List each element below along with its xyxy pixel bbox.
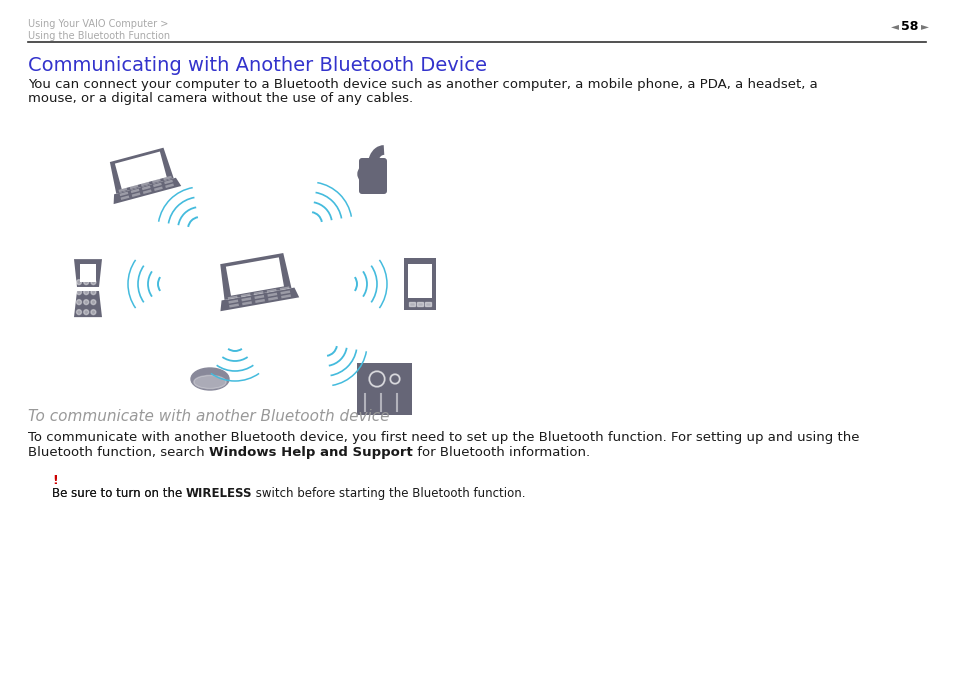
Text: !: ! [52,474,58,487]
Circle shape [84,300,89,305]
Polygon shape [142,185,151,190]
Polygon shape [143,189,152,194]
Circle shape [84,290,89,295]
Polygon shape [279,286,290,290]
Polygon shape [268,297,277,301]
Text: ◄: ◄ [890,21,898,31]
Polygon shape [242,301,252,305]
Polygon shape [110,148,173,193]
Polygon shape [408,264,432,298]
Polygon shape [165,183,173,188]
Text: 58: 58 [901,20,918,32]
Circle shape [371,373,382,385]
Ellipse shape [193,375,226,389]
FancyBboxPatch shape [358,158,387,194]
Circle shape [91,280,96,284]
Polygon shape [152,179,160,183]
Text: Communicating with Another Bluetooth Device: Communicating with Another Bluetooth Dev… [28,56,486,75]
Polygon shape [74,259,102,287]
Circle shape [84,309,89,315]
Text: To communicate with another Bluetooth device, you first need to set up the Bluet: To communicate with another Bluetooth de… [28,431,859,444]
Circle shape [392,376,397,382]
Polygon shape [254,299,265,303]
Polygon shape [228,299,238,304]
Polygon shape [130,185,138,189]
Bar [416,302,422,306]
Text: Bluetooth function, search: Bluetooth function, search [28,446,209,459]
Circle shape [91,309,96,315]
Polygon shape [119,191,128,196]
Polygon shape [153,187,163,191]
Circle shape [357,165,375,183]
Text: switch before starting the Bluetooth function.: switch before starting the Bluetooth fun… [253,487,525,500]
Text: Windows Help and Support: Windows Help and Support [209,446,413,459]
Polygon shape [164,179,172,184]
Circle shape [91,290,96,295]
Polygon shape [267,288,276,293]
Polygon shape [229,303,239,307]
Text: ►: ► [920,21,928,31]
Circle shape [390,374,399,384]
Circle shape [84,280,89,284]
Polygon shape [254,295,264,299]
Text: mouse, or a digital camera without the use of any cables.: mouse, or a digital camera without the u… [28,92,413,105]
Circle shape [76,300,81,305]
Polygon shape [141,182,150,186]
Bar [424,302,431,306]
Polygon shape [220,253,292,300]
Circle shape [76,280,81,284]
Polygon shape [120,195,130,200]
Polygon shape [163,176,172,181]
Circle shape [76,290,81,295]
Ellipse shape [191,368,229,390]
Polygon shape [281,295,291,299]
Polygon shape [253,291,263,295]
Polygon shape [131,189,139,193]
Polygon shape [403,258,436,310]
Polygon shape [113,178,181,204]
Polygon shape [132,192,140,197]
Text: Using Your VAIO Computer >: Using Your VAIO Computer > [28,19,168,29]
Polygon shape [241,297,251,301]
Text: Be sure to turn on the: Be sure to turn on the [52,487,186,500]
Polygon shape [152,183,162,187]
Text: for Bluetooth information.: for Bluetooth information. [413,446,589,459]
Text: WIRELESS: WIRELESS [186,487,253,500]
Polygon shape [240,293,251,297]
Text: Using the Bluetooth Function: Using the Bluetooth Function [28,31,170,41]
Polygon shape [74,291,102,317]
Polygon shape [267,293,277,297]
Bar [409,302,415,306]
Polygon shape [357,363,412,415]
Circle shape [369,371,385,387]
Text: You can connect your computer to a Bluetooth device such as another computer, a : You can connect your computer to a Bluet… [28,78,817,91]
Text: Be sure to turn on the: Be sure to turn on the [52,487,186,500]
Polygon shape [226,257,284,296]
Polygon shape [114,152,167,189]
Polygon shape [280,290,290,295]
Polygon shape [228,296,237,300]
Text: To communicate with another Bluetooth device: To communicate with another Bluetooth de… [28,409,389,424]
Polygon shape [220,288,299,311]
Circle shape [91,300,96,305]
Polygon shape [118,187,127,192]
Circle shape [76,309,81,315]
Polygon shape [80,264,96,282]
